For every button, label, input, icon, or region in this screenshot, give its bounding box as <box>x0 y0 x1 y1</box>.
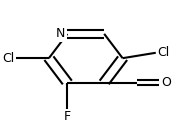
Text: F: F <box>64 110 71 123</box>
Text: F: F <box>64 110 71 123</box>
Text: N: N <box>56 27 66 40</box>
Text: O: O <box>161 76 171 89</box>
Text: O: O <box>161 76 171 89</box>
Text: Cl: Cl <box>158 46 170 59</box>
Text: Cl: Cl <box>3 52 15 65</box>
Text: Cl: Cl <box>158 46 170 59</box>
Text: N: N <box>56 27 66 40</box>
Text: Cl: Cl <box>3 52 15 65</box>
